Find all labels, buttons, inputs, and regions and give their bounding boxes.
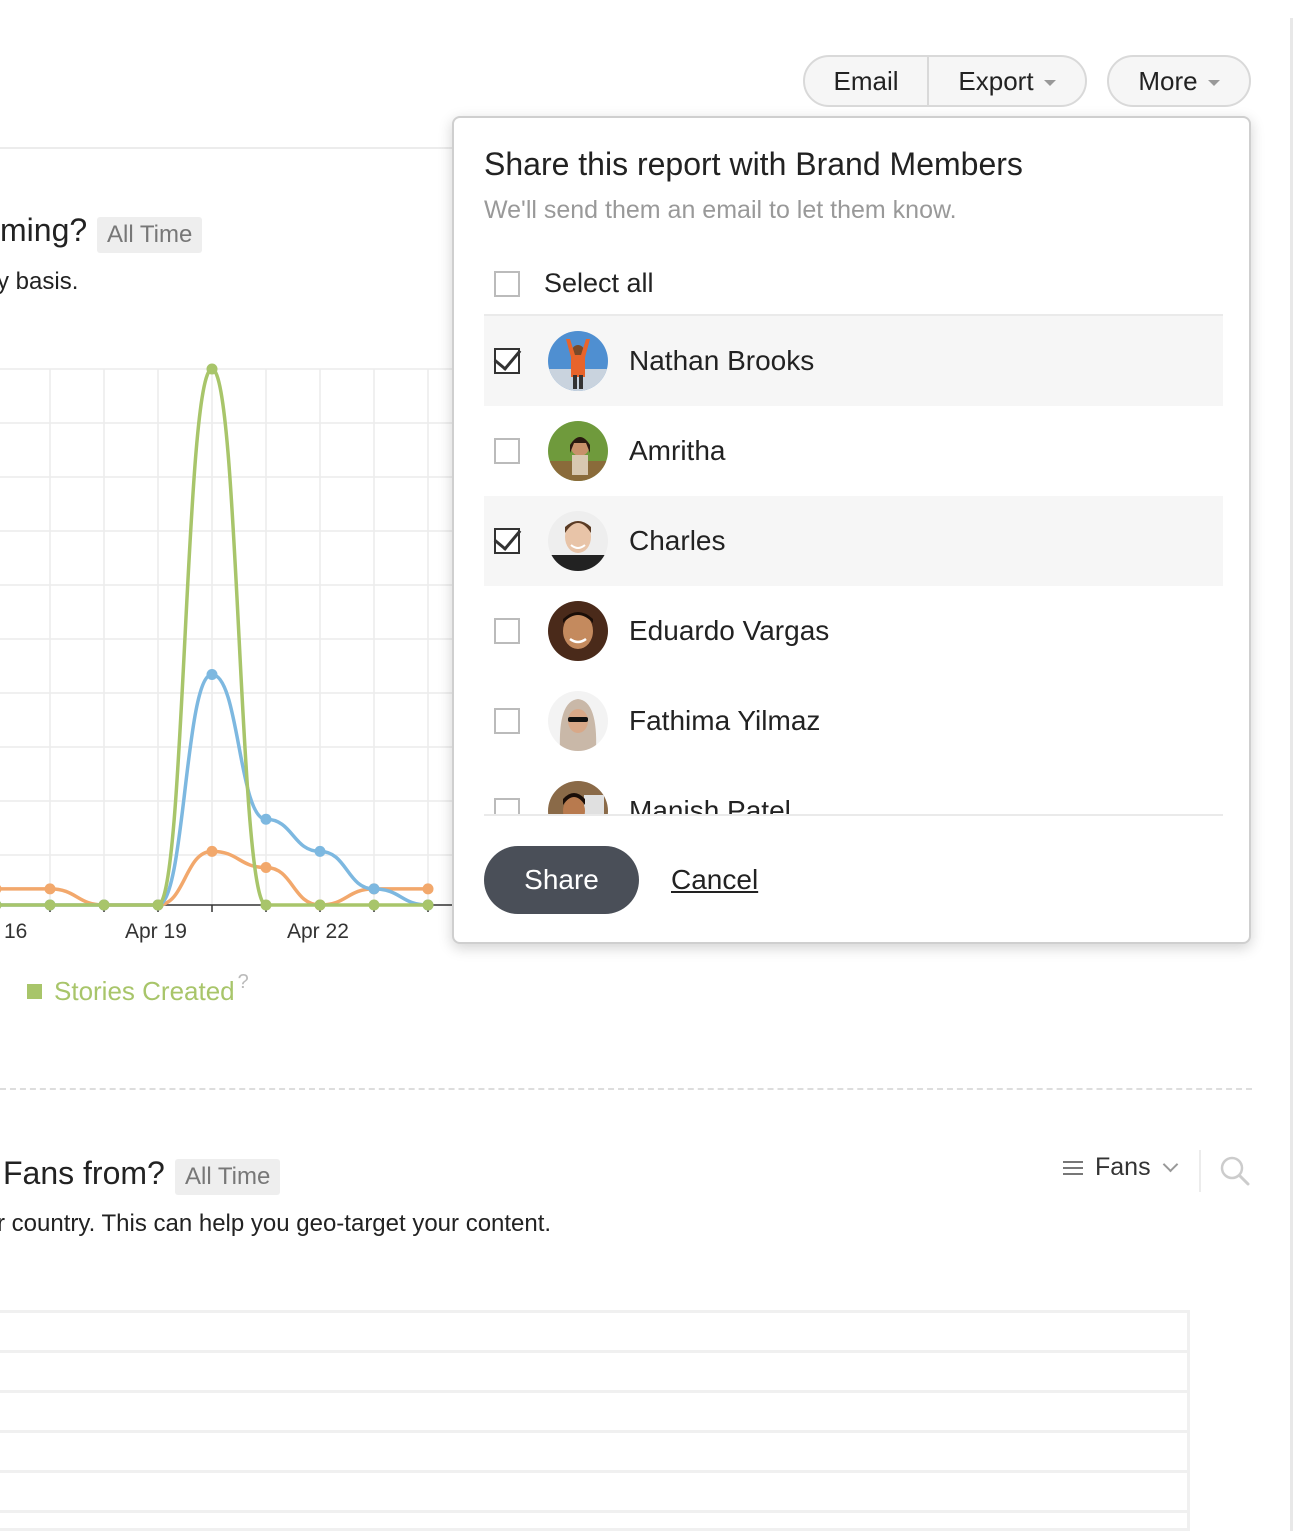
email-button[interactable]: Email — [805, 57, 929, 105]
checkbox[interactable] — [494, 618, 520, 644]
fans-table — [0, 1310, 1190, 1531]
data-point — [152, 899, 164, 911]
data-point — [206, 845, 218, 857]
list-item[interactable]: Fathima Yilmaz — [484, 676, 1223, 766]
checkbox-checked[interactable] — [493, 342, 522, 374]
table-row — [0, 1353, 1187, 1393]
chart-grid — [0, 368, 460, 905]
chart-description: y basis. — [0, 268, 79, 295]
section-divider — [0, 1088, 1252, 1090]
member-name: Manish Patel — [629, 795, 791, 816]
select-all-checkbox[interactable]: Select all — [494, 268, 654, 299]
help-icon[interactable]: ? — [237, 971, 249, 993]
avatar — [548, 781, 608, 816]
select-all-label: Select all — [544, 268, 654, 298]
email-button-label: Email — [833, 65, 899, 96]
data-point — [98, 899, 110, 911]
line-chart — [0, 363, 460, 912]
data-point — [0, 901, 2, 909]
data-point — [422, 899, 434, 911]
checkbox[interactable] — [494, 270, 520, 297]
section-divider — [0, 147, 460, 149]
export-button-label: Export — [958, 65, 1034, 96]
fans-question-title: Fans from? — [3, 1155, 165, 1191]
x-tick-label: Apr 22 — [287, 920, 349, 943]
table-row — [0, 1313, 1187, 1353]
data-point — [314, 899, 326, 911]
more-button-label: More — [1138, 65, 1198, 96]
search-icon[interactable] — [1220, 1156, 1250, 1186]
time-range-badge: All Time — [97, 217, 203, 253]
chart-question-title: ming? — [0, 212, 88, 248]
share-button[interactable]: Share — [484, 846, 639, 914]
member-list[interactable]: Nathan Brooks Amritha Charles Eduardo Va… — [484, 316, 1223, 816]
member-name: Charles — [629, 525, 726, 556]
member-name: Eduardo Vargas — [629, 615, 830, 646]
data-point — [368, 883, 380, 895]
chevron-down-icon — [1162, 1156, 1178, 1173]
data-point — [44, 883, 56, 895]
check-icon — [493, 522, 522, 551]
data-point — [260, 813, 272, 825]
data-point — [260, 861, 272, 873]
data-point — [422, 883, 434, 895]
list-icon — [1063, 1160, 1083, 1175]
sort-dropdown-label: Fans — [1095, 1153, 1151, 1181]
list-divider — [484, 314, 1223, 316]
popover-title: Share this report with Brand Members — [484, 146, 1023, 182]
checkbox-checked[interactable] — [493, 522, 522, 554]
avatar — [548, 691, 608, 751]
member-name: Fathima Yilmaz — [629, 705, 821, 736]
avatar — [548, 421, 608, 481]
popover-subtitle: We'll send them an email to let them kno… — [484, 196, 957, 224]
list-item[interactable]: Charles — [484, 496, 1223, 586]
data-point — [0, 885, 2, 893]
time-range-badge: All Time — [175, 1159, 281, 1195]
table-row — [0, 1473, 1187, 1513]
table-row — [0, 1433, 1187, 1473]
table-row — [0, 1393, 1187, 1433]
list-item[interactable]: Amritha — [484, 406, 1223, 496]
x-tick-label: 16 — [4, 920, 28, 943]
sort-dropdown[interactable]: Fans — [1063, 1153, 1178, 1182]
data-point — [314, 845, 326, 857]
list-item[interactable]: Eduardo Vargas — [484, 586, 1223, 676]
checkbox[interactable] — [494, 708, 520, 734]
cancel-link[interactable]: Cancel — [671, 864, 759, 895]
email-export-group: Email Export — [803, 55, 1087, 107]
series-line — [0, 672, 429, 907]
member-name: Amritha — [629, 435, 726, 466]
series-line — [0, 849, 428, 907]
share-popover: Share this report with Brand Members We'… — [452, 116, 1251, 944]
x-tick-label: Apr 19 — [125, 920, 187, 943]
caret-down-icon — [1207, 80, 1220, 86]
series-line — [0, 367, 428, 907]
export-button[interactable]: Export — [929, 57, 1085, 105]
avatar — [548, 511, 608, 571]
chart-legend[interactable]: Stories Created ? — [27, 971, 249, 1007]
fans-description: r country. This can help you geo-target … — [0, 1210, 552, 1237]
caret-down-icon — [1043, 80, 1056, 86]
chart-series — [0, 363, 434, 911]
page-scroll-edge — [1290, 18, 1293, 1531]
toolbar-separator — [1199, 1150, 1201, 1192]
legend-label: Stories Created — [54, 976, 235, 1006]
data-point — [368, 899, 380, 911]
avatar — [548, 601, 608, 661]
checkbox[interactable] — [494, 438, 520, 464]
data-point — [44, 899, 56, 911]
data-point — [206, 669, 218, 681]
list-item[interactable]: Nathan Brooks — [484, 316, 1223, 406]
member-name: Nathan Brooks — [629, 345, 815, 376]
check-icon — [493, 342, 522, 371]
checkbox[interactable] — [494, 798, 520, 816]
legend-swatch — [27, 984, 42, 999]
avatar — [548, 331, 608, 391]
list-divider — [484, 814, 1223, 816]
data-point — [206, 363, 218, 375]
more-button[interactable]: More — [1107, 55, 1251, 107]
data-point — [260, 899, 272, 911]
list-item[interactable]: Manish Patel — [484, 766, 1223, 816]
